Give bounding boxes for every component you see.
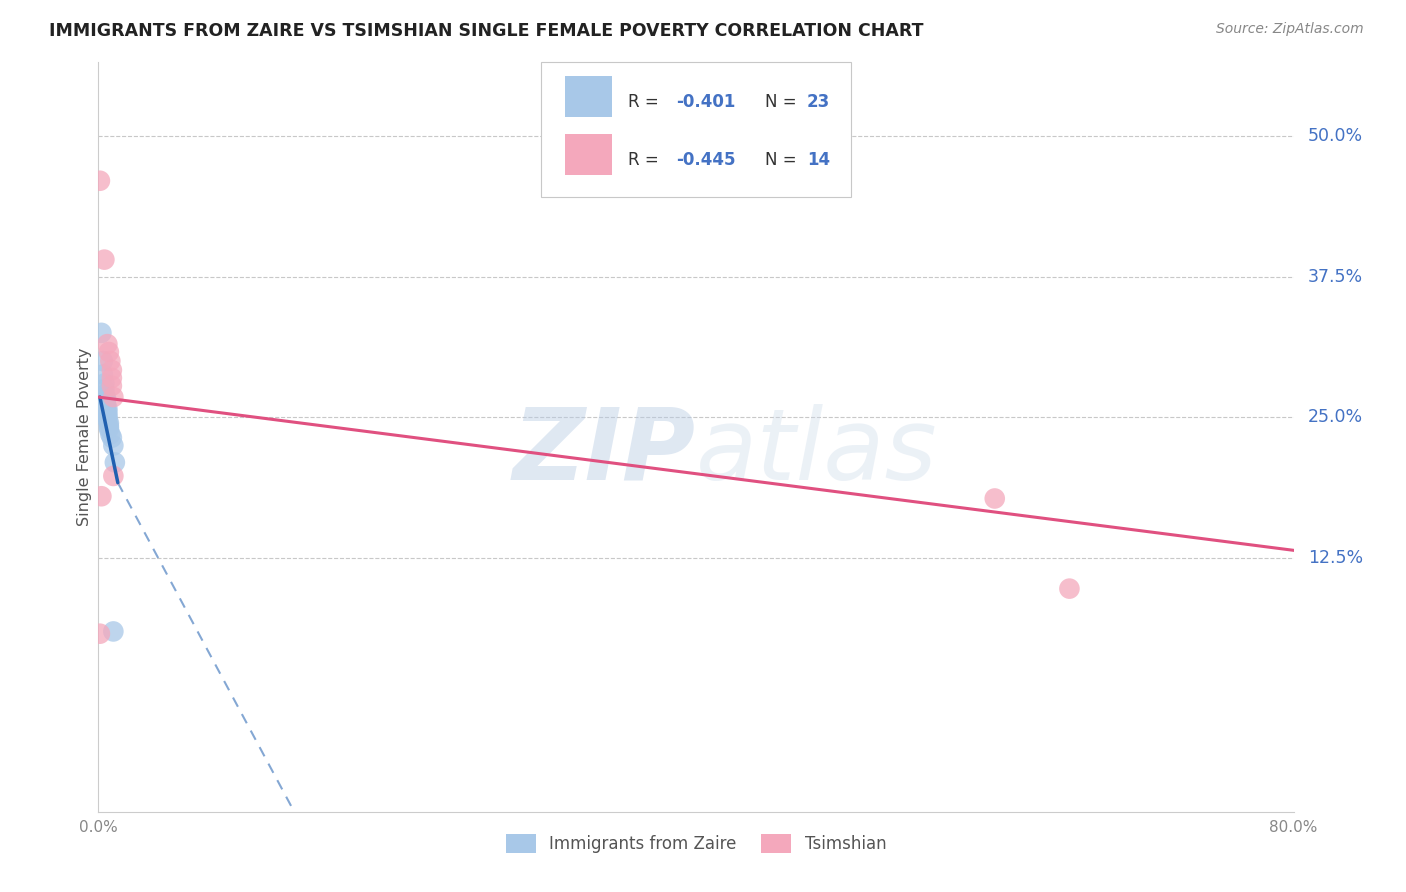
Text: 37.5%: 37.5%	[1308, 268, 1362, 285]
Point	[97, 419, 120, 434]
Point	[93, 252, 115, 267]
FancyBboxPatch shape	[541, 62, 852, 197]
Point	[103, 438, 125, 452]
Text: -0.401: -0.401	[676, 93, 735, 112]
Point	[98, 427, 122, 442]
Text: atlas: atlas	[696, 403, 938, 500]
Point	[91, 354, 114, 368]
Text: R =: R =	[628, 151, 664, 169]
Y-axis label: Single Female Poverty: Single Female Poverty	[77, 348, 91, 526]
Point	[93, 376, 115, 391]
Point	[89, 626, 111, 640]
Text: -0.445: -0.445	[676, 151, 735, 169]
Point	[98, 354, 122, 368]
Point	[96, 408, 118, 422]
Text: N =: N =	[765, 93, 803, 112]
Text: 50.0%: 50.0%	[1308, 127, 1362, 145]
Point	[97, 345, 120, 359]
Point	[96, 412, 118, 426]
Point	[103, 469, 125, 483]
Point	[90, 326, 112, 340]
Text: 12.5%: 12.5%	[1308, 549, 1362, 567]
Point	[101, 371, 124, 385]
Point	[97, 416, 120, 430]
Point	[96, 337, 118, 351]
Point	[96, 401, 118, 416]
Point	[96, 405, 118, 419]
Text: Source: ZipAtlas.com: Source: ZipAtlas.com	[1216, 22, 1364, 37]
Point	[96, 410, 118, 425]
Point	[94, 390, 117, 404]
Point	[101, 431, 124, 445]
Point	[104, 455, 127, 469]
Point	[103, 624, 125, 639]
Text: ZIP: ZIP	[513, 403, 696, 500]
Point	[1059, 582, 1081, 596]
Point	[90, 489, 112, 503]
Point	[94, 401, 117, 416]
Text: N =: N =	[765, 151, 803, 169]
Point	[93, 382, 115, 396]
Point	[101, 379, 124, 393]
Point	[91, 368, 114, 382]
Point	[89, 174, 111, 188]
Text: 23: 23	[807, 93, 831, 112]
Text: 14: 14	[807, 151, 830, 169]
Point	[93, 388, 115, 402]
Point	[97, 422, 120, 436]
Legend: Immigrants from Zaire, Tsimshian: Immigrants from Zaire, Tsimshian	[499, 827, 893, 860]
Point	[984, 491, 1007, 506]
Point	[94, 397, 117, 411]
Text: 25.0%: 25.0%	[1308, 409, 1362, 426]
Point	[103, 390, 125, 404]
Bar	[565, 134, 613, 175]
Point	[94, 393, 117, 408]
Text: IMMIGRANTS FROM ZAIRE VS TSIMSHIAN SINGLE FEMALE POVERTY CORRELATION CHART: IMMIGRANTS FROM ZAIRE VS TSIMSHIAN SINGL…	[49, 22, 924, 40]
Point	[101, 363, 124, 377]
Text: R =: R =	[628, 93, 664, 112]
Bar	[565, 76, 613, 117]
